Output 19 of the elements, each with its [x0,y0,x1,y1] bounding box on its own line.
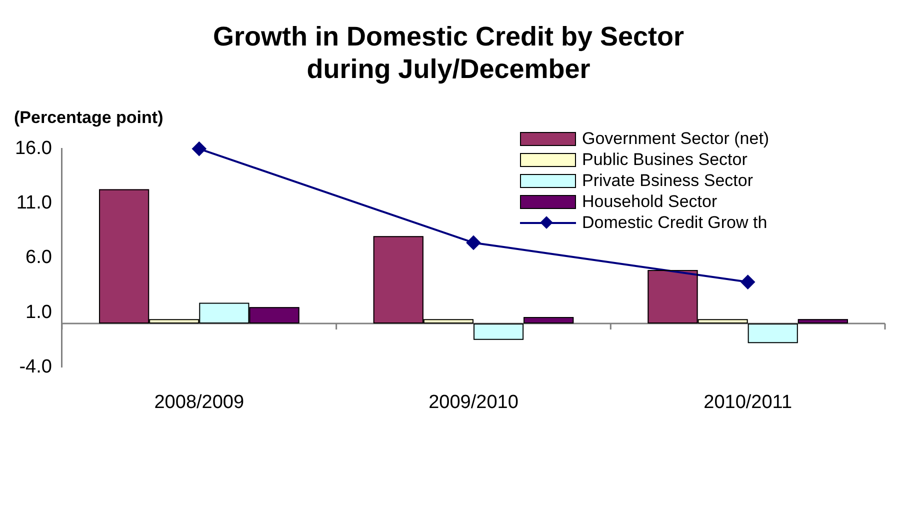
y-tick-label: 6.0 [26,247,52,268]
y-tick-label: 1.0 [26,302,52,323]
point [466,236,480,250]
x-tick-label: 2010/2011 [704,392,792,413]
y-tick-label: 16.0 [14,138,52,160]
legend-label: Domestic Credit Grow th [582,212,768,233]
x-tick-label: 2009/2010 [428,392,518,413]
y-tick-label: -4.0 [19,356,52,378]
y-tick-label: 11.0 [16,192,52,214]
y-axis-title: (Percentage point) [14,108,164,127]
point [740,275,755,290]
legend-label: Private Bsiness Sector [582,170,754,191]
text: Growth in Domestic Credit by Sector [212,22,684,52]
legend-label: Government Sector (net) [582,128,770,149]
text: during July/December [306,54,590,84]
x-tick-label: 2008/2009 [154,392,244,413]
legend-label: Public Busines Sector [582,149,748,170]
point [192,142,206,156]
legend-label: Household Sector [582,191,718,212]
